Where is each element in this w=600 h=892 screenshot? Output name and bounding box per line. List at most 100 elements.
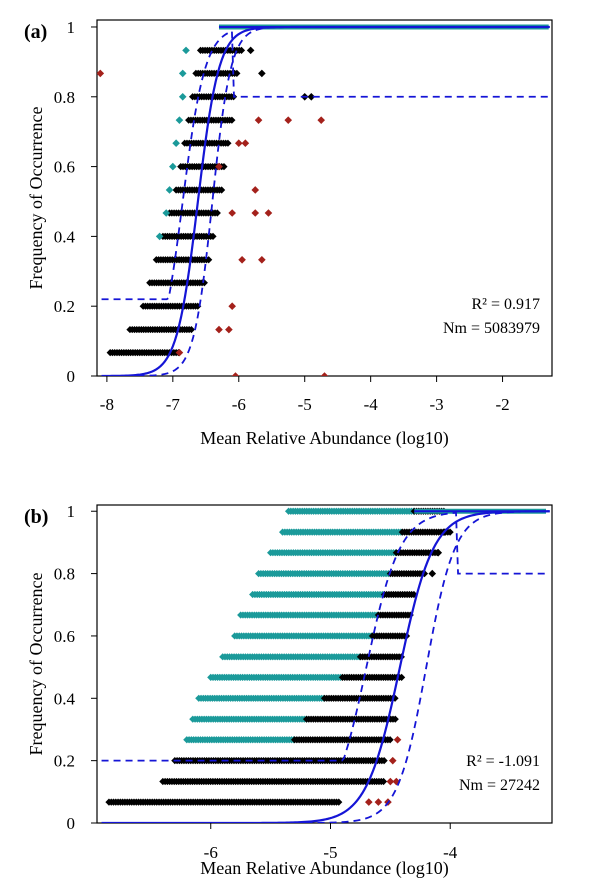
black-point (220, 162, 228, 171)
ci-lower-curve (101, 26, 550, 376)
black-point (237, 46, 246, 54)
x-tick-label: -7 (166, 395, 181, 414)
red-point (97, 69, 105, 78)
y-tick-label: 0.8 (54, 565, 75, 584)
red-point (388, 756, 397, 765)
red-point (393, 735, 402, 744)
x-tick-label: -3 (430, 395, 444, 414)
red-point (215, 325, 223, 334)
x-tick-label: -2 (495, 395, 509, 414)
red-point (258, 255, 266, 264)
y-tick-label: 0.4 (54, 227, 76, 246)
y-tick-label: 0 (67, 367, 76, 386)
teal-point (178, 69, 187, 78)
x-tick-label: -5 (298, 395, 312, 414)
black-point (246, 46, 255, 55)
y-tick-label: 0 (67, 814, 76, 833)
ci-upper-curve (101, 511, 550, 762)
black-point (194, 302, 202, 310)
panel-label: (a) (24, 21, 47, 43)
nm-annotation: Nm = 5083979 (443, 320, 540, 337)
black-point (228, 116, 236, 124)
black-point (398, 673, 406, 682)
black-point (224, 139, 232, 147)
y-tick-label: 0.2 (54, 752, 75, 771)
black-point (386, 736, 394, 744)
y-tick-label: 0.8 (54, 88, 75, 107)
red-point (175, 348, 184, 357)
fit-curve (101, 510, 550, 823)
x-tick-label: -8 (100, 395, 114, 414)
red-point (284, 116, 293, 124)
r-squared-annotation: R² = -1.091 (466, 753, 540, 770)
y-tick-label: 1 (67, 502, 76, 521)
red-point (234, 139, 243, 148)
red-point (317, 116, 326, 124)
black-point (233, 69, 241, 77)
red-point (228, 209, 236, 217)
red-point (365, 798, 373, 806)
chart-panel-a: (a) 0 0.2 0.4 0.6 0.8 1 -8 -7 -6 -5 -4 -3 -2 Mean Rela… (24, 18, 553, 449)
red-point (231, 372, 240, 376)
x-tick-label: -6 (204, 843, 218, 862)
x-axis-label: Mean Relative Abundance (log10) (200, 428, 448, 449)
y-tick-label: 1 (67, 18, 76, 37)
red-point (225, 325, 233, 334)
x-axis-label: Mean Relative Abundance (log10) (200, 858, 448, 879)
black-point (406, 611, 414, 619)
black-point (420, 569, 429, 578)
black-point (391, 715, 399, 723)
black-point (446, 528, 454, 536)
black-point (428, 569, 437, 578)
x-tick-label: -4 (364, 395, 379, 414)
red-point (251, 209, 260, 217)
red-point (238, 255, 246, 264)
x-tick-label: -6 (232, 395, 246, 414)
red-point (215, 162, 223, 171)
teal-point (182, 46, 190, 55)
black-point (307, 92, 316, 101)
y-tick-label: 0.2 (54, 297, 75, 316)
black-point (258, 69, 266, 78)
black-point (410, 590, 418, 599)
black-point (335, 798, 343, 806)
black-point (209, 232, 217, 240)
y-tick-label: 0.6 (54, 158, 75, 177)
y-axis-label: Frequency of Occurrence (26, 573, 46, 756)
black-point (213, 209, 221, 217)
teal-point (165, 186, 174, 194)
teal-point (178, 92, 187, 101)
red-point (374, 798, 383, 806)
black-point (391, 694, 399, 702)
nm-annotation: Nm = 27242 (459, 777, 540, 794)
teal-point (175, 116, 184, 124)
teal-point (172, 139, 180, 148)
data-layer (101, 507, 550, 823)
red-point (254, 116, 263, 124)
red-point (264, 209, 273, 217)
y-axis-label: Frequency of Occurrence (26, 107, 46, 290)
red-point (241, 139, 250, 148)
x-tick-label: -4 (443, 843, 458, 862)
black-point (379, 777, 388, 786)
x-tick-label: -5 (323, 843, 337, 862)
ci-lower-curve (101, 510, 550, 823)
red-point (228, 302, 236, 310)
black-point (187, 325, 195, 334)
black-point (218, 186, 226, 194)
teal-point (162, 209, 171, 217)
teal-point (169, 162, 177, 171)
red-point (392, 777, 401, 786)
red-point (251, 186, 260, 194)
black-point (380, 757, 388, 765)
teal-point (155, 232, 164, 241)
red-point (386, 777, 395, 786)
r-squared-annotation: R² = 0.917 (472, 296, 541, 313)
ci-upper-curve (101, 29, 550, 301)
black-point (434, 548, 443, 557)
panel-label: (b) (24, 506, 48, 528)
y-tick-label: 0.4 (54, 689, 76, 708)
data-layer (97, 24, 550, 376)
